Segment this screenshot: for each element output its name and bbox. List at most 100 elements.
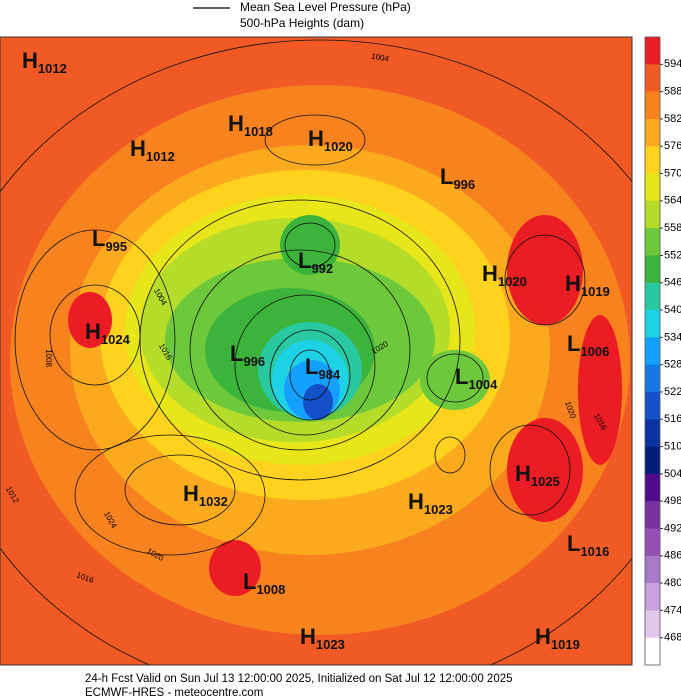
- colorbar-label: 534: [664, 331, 681, 343]
- colorbar-label: 552: [664, 249, 681, 261]
- center-value: 1004: [468, 377, 498, 392]
- colorbar-swatch: [645, 200, 660, 229]
- center-letter: L: [243, 569, 256, 594]
- center-letter: L: [298, 248, 311, 273]
- center-letter: L: [567, 531, 580, 556]
- center-value: 1019: [551, 637, 580, 652]
- colorbar-swatch: [645, 173, 660, 202]
- legend-fill-label: 500-hPa Heights (dam): [240, 16, 364, 30]
- pressure-center: H1018: [228, 111, 273, 140]
- colorbar-swatch: [645, 473, 660, 502]
- contour-label: 1008: [44, 349, 53, 367]
- pressure-center: L996: [440, 164, 475, 193]
- colorbar-label: 528: [664, 359, 681, 371]
- colorbar-label: 594: [664, 58, 681, 70]
- footer-valid: 24-h Fcst Valid on Sun Jul 13 12:00:00 2…: [85, 673, 513, 685]
- center-letter: H: [85, 319, 101, 344]
- colorbar-swatch: [645, 583, 660, 611]
- colorbar-swatch: [645, 337, 660, 365]
- colorbar-swatch: [645, 146, 660, 174]
- colorbar-label: 576: [664, 140, 681, 152]
- center-value: 1024: [101, 332, 131, 347]
- colorbar-swatch: [645, 555, 660, 584]
- colorbar-swatch: [645, 255, 660, 284]
- pressure-center: L1006: [567, 331, 609, 360]
- center-value: 1016: [580, 544, 609, 559]
- colorbar-swatch: [645, 501, 660, 529]
- center-letter: L: [305, 354, 318, 379]
- pressure-center: H1012: [22, 48, 67, 77]
- colorbar-label: 474: [664, 604, 681, 616]
- center-value: 992: [311, 261, 333, 276]
- colorbar-swatch: [645, 364, 660, 393]
- colorbar-swatch: [645, 528, 660, 557]
- colorbar-frame: [644, 36, 661, 666]
- center-value: 1023: [424, 502, 453, 517]
- colorbar-swatch: [645, 118, 660, 147]
- colorbar-swatch: [645, 637, 660, 666]
- pressure-center: H1019: [535, 624, 580, 653]
- center-value: 996: [453, 177, 475, 192]
- colorbar-label: 522: [664, 386, 681, 398]
- center-letter: H: [300, 624, 316, 649]
- center-value: 984: [318, 367, 340, 382]
- pressure-center: H1025: [515, 461, 560, 490]
- pressure-center: L984: [305, 354, 341, 383]
- center-value: 1018: [244, 124, 273, 139]
- pressure-center: L995: [92, 226, 127, 255]
- colorbar-swatch: [645, 228, 660, 256]
- center-letter: H: [308, 126, 324, 151]
- center-value: 1006: [580, 344, 609, 359]
- colorbar-swatch: [645, 419, 660, 447]
- colorbar-label: 486: [664, 550, 681, 562]
- colorbar-label: 468: [664, 632, 681, 644]
- colorbar-label: 570: [664, 167, 681, 179]
- center-value: 1008: [256, 582, 285, 597]
- pressure-center: H1023: [300, 624, 345, 653]
- colorbar-label: 546: [664, 277, 681, 289]
- center-letter: H: [482, 261, 498, 286]
- contours: [0, 39, 632, 665]
- pressure-center: H1020: [308, 126, 353, 155]
- center-value: 995: [105, 239, 127, 254]
- center-value: 1012: [146, 149, 175, 164]
- footer-model: ECMWF-HRES - meteocentre.com: [85, 687, 263, 699]
- colorbar-label: 516: [664, 413, 681, 425]
- pressure-center: L992: [298, 248, 333, 277]
- center-letter: L: [230, 341, 243, 366]
- colorbar-label: 498: [664, 495, 681, 507]
- center-letter: L: [455, 364, 468, 389]
- center-letter: H: [535, 624, 551, 649]
- pressure-center: H1012: [130, 136, 175, 165]
- center-value: 1023: [316, 637, 345, 652]
- pressure-center: L1008: [243, 569, 285, 598]
- pressure-center: L1016: [567, 531, 609, 560]
- colorbar-label: 492: [664, 522, 681, 534]
- colorbar-label: 582: [664, 113, 681, 125]
- pressure-center: H1020: [482, 261, 527, 290]
- center-letter: H: [515, 461, 531, 486]
- center-letter: H: [228, 111, 244, 136]
- colorbar-label: 588: [664, 86, 681, 98]
- colorbar-label: 504: [664, 468, 681, 480]
- center-value: 1020: [324, 139, 353, 154]
- pressure-center: H1019: [565, 271, 610, 300]
- center-value: 1032: [199, 494, 228, 509]
- pressure-center: L996: [230, 341, 265, 370]
- map-frame: [0, 36, 633, 666]
- colorbar-swatch: [645, 610, 660, 638]
- pressure-center: H1032: [183, 481, 228, 510]
- center-letter: L: [567, 331, 580, 356]
- colorbar-label: 480: [664, 577, 681, 589]
- center-value: 996: [243, 354, 265, 369]
- colorbar-label: 558: [664, 222, 681, 234]
- colorbar-swatch: [645, 391, 660, 420]
- center-letter: H: [183, 481, 199, 506]
- center-value: 1025: [531, 474, 560, 489]
- pressure-center: H1024: [85, 319, 131, 348]
- colorbar-swatch: [645, 310, 660, 338]
- pressure-center: L1004: [455, 364, 498, 393]
- center-letter: L: [92, 226, 105, 251]
- colorbar-label: 510: [664, 440, 681, 452]
